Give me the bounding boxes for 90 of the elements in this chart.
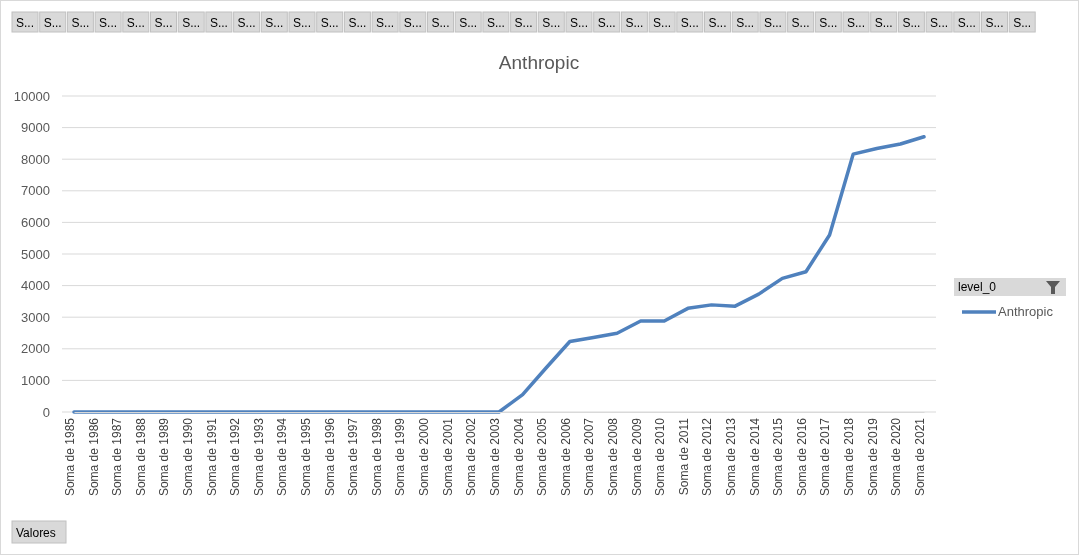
text: S... <box>16 16 35 30</box>
text: S... <box>902 16 921 30</box>
x-tick-label: Soma de 2017 <box>818 417 833 497</box>
text: S... <box>874 16 893 30</box>
text: S... <box>403 16 422 30</box>
x-tick-label: Soma de 2000 <box>417 417 432 497</box>
x-tick-label: Soma de 2008 <box>605 417 620 497</box>
text: S... <box>154 16 173 30</box>
text: S... <box>71 16 90 30</box>
x-tick-label: Soma de 2015 <box>771 417 786 497</box>
legend-label: Anthropic <box>998 304 1054 319</box>
text: S... <box>459 16 478 30</box>
y-tick-label: 5000 <box>21 246 50 262</box>
text: S... <box>708 16 727 30</box>
chart-title: Anthropic <box>498 52 580 73</box>
x-tick-label: Soma de 1994 <box>275 417 290 497</box>
x-tick-label: Soma de 2001 <box>440 417 455 497</box>
text: S... <box>542 16 561 30</box>
x-tick-label: Soma de 1999 <box>393 417 408 497</box>
x-tick-label: Soma de 1990 <box>180 417 195 497</box>
x-tick-label: Soma de 1987 <box>110 417 125 497</box>
y-tick-label: 2000 <box>21 341 50 357</box>
x-tick-label: Soma de 2007 <box>582 417 597 497</box>
text: S... <box>486 16 505 30</box>
y-tick-label: 3000 <box>21 309 50 325</box>
text: S... <box>376 16 395 30</box>
x-tick-label: Soma de 2018 <box>842 417 857 497</box>
text: S... <box>791 16 810 30</box>
x-tick-label: Soma de 2010 <box>653 417 668 497</box>
x-tick-label: Soma de 2012 <box>700 417 715 497</box>
x-tick-label: Soma de 1998 <box>369 417 384 497</box>
text: S... <box>597 16 616 30</box>
x-tick-label: Soma de 1986 <box>86 417 101 497</box>
text: S... <box>348 16 367 30</box>
y-tick-label: 7000 <box>21 183 50 199</box>
text: S... <box>847 16 866 30</box>
x-tick-label: Soma de 2009 <box>629 417 644 497</box>
x-tick-label: Soma de 2014 <box>747 417 762 497</box>
x-tick-label: Soma de 1992 <box>228 417 243 497</box>
text: S... <box>209 16 228 30</box>
text: S... <box>625 16 644 30</box>
y-tick-label: 9000 <box>21 120 50 136</box>
x-tick-label: Soma de 2002 <box>464 417 479 497</box>
text: S... <box>265 16 284 30</box>
legend-title: level_0 <box>958 280 997 294</box>
y-tick-label: 4000 <box>21 278 50 294</box>
x-tick-label: Soma de 1991 <box>204 417 219 497</box>
text: S... <box>819 16 838 30</box>
text: S... <box>570 16 589 30</box>
y-tick-label: 10000 <box>13 88 50 104</box>
text: S... <box>1013 16 1032 30</box>
x-tick-label: Soma de 2005 <box>535 417 550 497</box>
text: S... <box>99 16 118 30</box>
text: S... <box>736 16 755 30</box>
text: S... <box>957 16 976 30</box>
text: S... <box>320 16 339 30</box>
text: S... <box>43 16 62 30</box>
x-tick-label: Soma de 1996 <box>322 417 337 497</box>
y-tick-label: 8000 <box>21 151 50 167</box>
text: S... <box>293 16 312 30</box>
text: S... <box>930 16 949 30</box>
x-tick-label: Soma de 2019 <box>865 417 880 497</box>
x-tick-label: Soma de 1988 <box>133 417 148 497</box>
x-tick-label: Soma de 1997 <box>346 417 361 497</box>
text: S... <box>126 16 145 30</box>
x-tick-label: Soma de 2021 <box>912 417 927 497</box>
x-tick-label: Soma de 2020 <box>889 417 904 497</box>
x-tick-label: Soma de 1995 <box>299 417 314 497</box>
x-tick-label: Soma de 1985 <box>62 417 77 497</box>
text: S... <box>653 16 672 30</box>
x-tick-label: Soma de 2016 <box>794 417 809 497</box>
x-tick-label: Soma de 2003 <box>487 417 502 497</box>
text: S... <box>182 16 201 30</box>
x-tick-label: Soma de 1993 <box>251 417 266 497</box>
line-series <box>72 135 926 414</box>
y-tick-label: 0 <box>42 404 50 420</box>
y-tick-label: 1000 <box>21 373 50 389</box>
text: S... <box>431 16 450 30</box>
text: S... <box>680 16 699 30</box>
text: Valores <box>16 526 56 540</box>
x-tick-label: Soma de 1989 <box>157 417 172 497</box>
text: S... <box>763 16 782 30</box>
text: S... <box>237 16 256 30</box>
y-tick-label: 6000 <box>21 215 50 231</box>
x-tick-label: Soma de 2004 <box>511 417 526 497</box>
text: S... <box>514 16 533 30</box>
x-tick-label: Soma de 2006 <box>558 417 573 497</box>
x-tick-label: Soma de 2011 <box>676 417 691 496</box>
x-tick-label: Soma de 2013 <box>724 417 739 497</box>
text: S... <box>985 16 1004 30</box>
